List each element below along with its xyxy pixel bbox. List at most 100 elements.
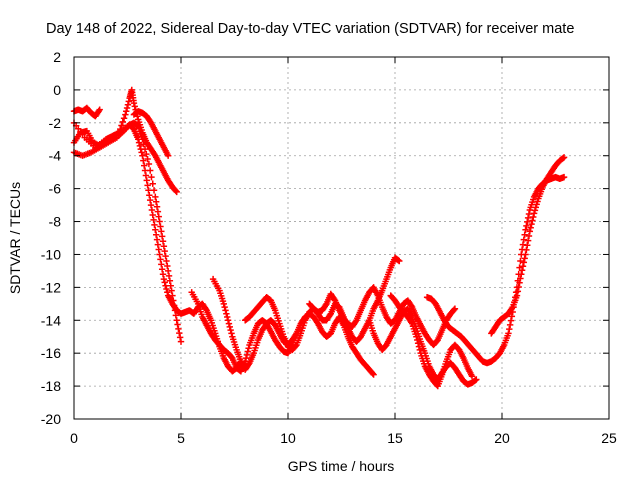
data-point — [530, 213, 537, 221]
data-point — [148, 206, 156, 214]
data-point — [153, 236, 161, 243]
data-point — [560, 173, 568, 181]
data-point — [507, 317, 515, 324]
data-point — [473, 376, 480, 383]
data-point — [560, 154, 568, 161]
data-point — [292, 331, 299, 338]
data-point — [156, 218, 163, 225]
data-point — [524, 237, 532, 244]
data-point — [146, 192, 153, 199]
x-tick-label: 25 — [601, 430, 617, 446]
data-point — [172, 187, 180, 195]
data-point — [155, 213, 162, 220]
data-point — [151, 221, 158, 229]
data-point — [154, 208, 162, 215]
data-point — [508, 305, 516, 312]
data-point — [228, 330, 235, 337]
data-point — [135, 139, 143, 146]
data-point — [413, 333, 420, 340]
data-point — [165, 272, 173, 280]
data-point — [136, 142, 144, 150]
data-point — [159, 238, 167, 245]
y-axis-label: SDTVAR / TECUs — [7, 182, 23, 294]
data-point — [523, 246, 530, 254]
data-point — [158, 261, 165, 268]
data-point — [155, 246, 162, 253]
y-tick-label: -8 — [49, 214, 62, 230]
data-point — [156, 251, 163, 258]
data-point — [122, 111, 129, 118]
data-point — [146, 196, 154, 204]
data-point — [524, 218, 531, 226]
data-point — [175, 325, 182, 333]
series-track-4 — [70, 86, 180, 196]
data-point — [140, 162, 148, 169]
data-point — [135, 136, 142, 143]
data-point — [154, 241, 162, 248]
data-point — [143, 150, 150, 158]
data-point — [245, 345, 252, 352]
data-point — [140, 157, 147, 164]
data-point — [520, 259, 528, 266]
data-point — [534, 198, 541, 205]
data-point — [96, 106, 103, 113]
y-tick-label: -16 — [41, 345, 61, 361]
data-point — [202, 305, 210, 313]
data-point — [508, 313, 516, 320]
y-tick-label: -12 — [41, 279, 61, 295]
data-point — [519, 263, 527, 270]
y-tick-label: 2 — [53, 49, 61, 65]
data-point — [532, 204, 540, 211]
x-axis-label: GPS time / hours — [288, 458, 395, 474]
data-point — [137, 145, 144, 153]
data-point — [506, 321, 514, 329]
data-point — [331, 296, 338, 303]
x-tick-label: 15 — [387, 430, 403, 446]
data-point — [227, 326, 234, 334]
series-track-5 — [130, 108, 172, 159]
data-point — [352, 318, 359, 325]
data-point — [150, 187, 158, 194]
data-point — [158, 266, 166, 273]
data-point — [416, 346, 424, 354]
data-point — [468, 373, 476, 380]
data-point — [516, 279, 523, 286]
data-point — [164, 289, 171, 296]
data-point — [164, 267, 172, 275]
data-point — [149, 211, 156, 219]
data-point — [222, 307, 229, 314]
data-point — [138, 149, 145, 156]
x-tick-label: 10 — [280, 430, 296, 446]
data-point — [526, 228, 534, 235]
data-point — [125, 98, 132, 105]
data-point — [166, 277, 174, 284]
data-point — [152, 198, 160, 205]
data-point — [177, 338, 185, 345]
y-tick-label: -18 — [41, 378, 61, 394]
data-point — [95, 107, 103, 115]
data-point — [521, 231, 528, 238]
data-point — [451, 305, 459, 312]
data-point — [173, 317, 180, 324]
series-track-1 — [70, 104, 103, 120]
data-point — [408, 302, 415, 309]
data-point — [515, 283, 522, 291]
data-point — [120, 115, 128, 122]
data-point — [158, 233, 166, 240]
data-point — [517, 257, 524, 265]
data-point — [150, 216, 157, 224]
y-tick-label: -4 — [49, 148, 62, 164]
data-point — [131, 103, 138, 110]
data-point — [152, 193, 159, 201]
data-point — [322, 301, 329, 309]
data-point — [408, 319, 415, 326]
y-tick-label: -6 — [49, 181, 62, 197]
data-point — [152, 231, 160, 238]
data-point — [173, 188, 180, 196]
data-point — [157, 256, 164, 263]
data-point — [172, 312, 180, 319]
data-point — [163, 285, 170, 293]
data-point — [226, 323, 233, 331]
